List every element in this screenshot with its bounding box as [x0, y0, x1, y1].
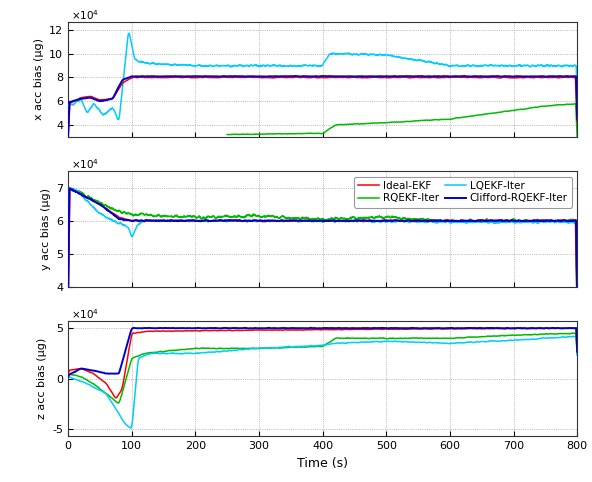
- Text: $\times10^4$: $\times10^4$: [70, 307, 99, 321]
- Text: $\times10^4$: $\times10^4$: [70, 158, 99, 172]
- Y-axis label: x acc bias (μg): x acc bias (μg): [34, 38, 44, 120]
- X-axis label: Time (s): Time (s): [297, 456, 348, 469]
- Legend: Ideal-EKF, RQEKF-Iter, LQEKF-Iter, Clifford-RQEKF-Iter: Ideal-EKF, RQEKF-Iter, LQEKF-Iter, Cliff…: [355, 176, 572, 208]
- Y-axis label: z acc bias (μg): z acc bias (μg): [37, 338, 47, 419]
- Text: $\times10^4$: $\times10^4$: [70, 8, 99, 22]
- Y-axis label: y acc bias (μg): y acc bias (μg): [40, 188, 50, 270]
